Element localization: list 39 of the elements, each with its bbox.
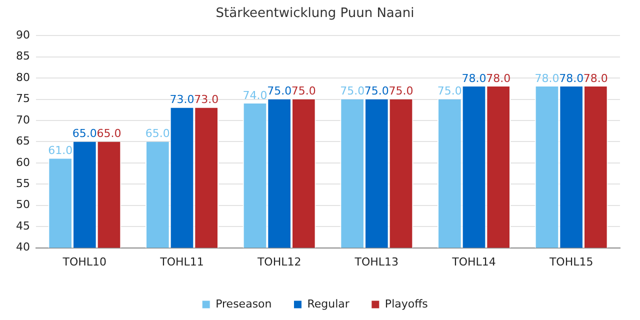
- data-label: 65.0: [72, 127, 97, 140]
- y-tick-label: 50: [16, 198, 30, 212]
- legend-label: Playoffs: [384, 297, 428, 310]
- x-tick-label: TOHL15: [548, 255, 594, 268]
- data-label: 78.0: [559, 72, 584, 85]
- y-tick-label: 80: [16, 70, 30, 84]
- chart-title: Stärkeentwicklung Puun Naani: [216, 6, 414, 22]
- data-label: 73.0: [170, 93, 194, 106]
- y-tick-label: 70: [16, 113, 30, 126]
- data-label: 78.0: [462, 72, 486, 85]
- x-tick-label: TOHL14: [451, 255, 496, 268]
- data-label: 78.0: [486, 72, 511, 85]
- x-tick-label: TOHL12: [256, 255, 302, 268]
- data-label: 65.0: [145, 127, 170, 140]
- data-label: 75.0: [267, 84, 292, 98]
- data-label: 65.0: [96, 127, 122, 140]
- data-label: 61.0: [48, 144, 73, 158]
- y-tick-label: 65: [16, 134, 30, 148]
- legend-label: Preseason: [216, 297, 272, 310]
- data-label: 75.0: [388, 84, 414, 98]
- data-label: 75.0: [340, 84, 365, 98]
- x-tick-label: TOHL10: [62, 255, 107, 268]
- y-tick-label: 90: [16, 28, 30, 42]
- y-tick-label: 40: [16, 240, 30, 254]
- data-label: 75.0: [291, 84, 316, 98]
- data-label: 74.0: [242, 88, 268, 102]
- data-label: 73.0: [194, 93, 219, 106]
- data-label: 75.0: [364, 84, 389, 98]
- y-tick-label: 85: [16, 50, 30, 63]
- data-label: 75.0: [437, 84, 462, 98]
- y-tick-label: 45: [16, 219, 30, 232]
- y-tick-label: 60: [16, 156, 30, 169]
- x-tick-label: TOHL11: [159, 255, 204, 268]
- data-label: 78.0: [534, 72, 560, 85]
- x-tick-label: TOHL13: [354, 255, 399, 268]
- data-label: 78.0: [583, 72, 608, 85]
- y-tick-label: 75: [16, 92, 30, 106]
- y-tick-label: 55: [16, 177, 30, 190]
- legend-label: Regular: [307, 297, 350, 310]
